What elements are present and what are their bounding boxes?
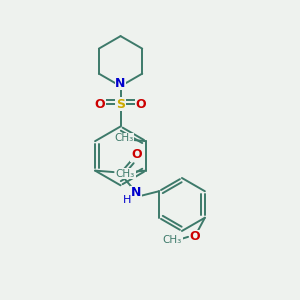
Text: O: O [94,98,105,111]
Text: CH₃: CH₃ [116,169,135,178]
Text: O: O [136,98,146,111]
Text: N: N [131,186,142,199]
Text: O: O [189,230,200,243]
Text: H: H [123,195,131,205]
Text: O: O [131,148,142,161]
Text: N: N [116,77,126,90]
Text: CH₃: CH₃ [163,235,182,245]
Text: CH₃: CH₃ [114,133,134,143]
Text: S: S [116,98,125,111]
